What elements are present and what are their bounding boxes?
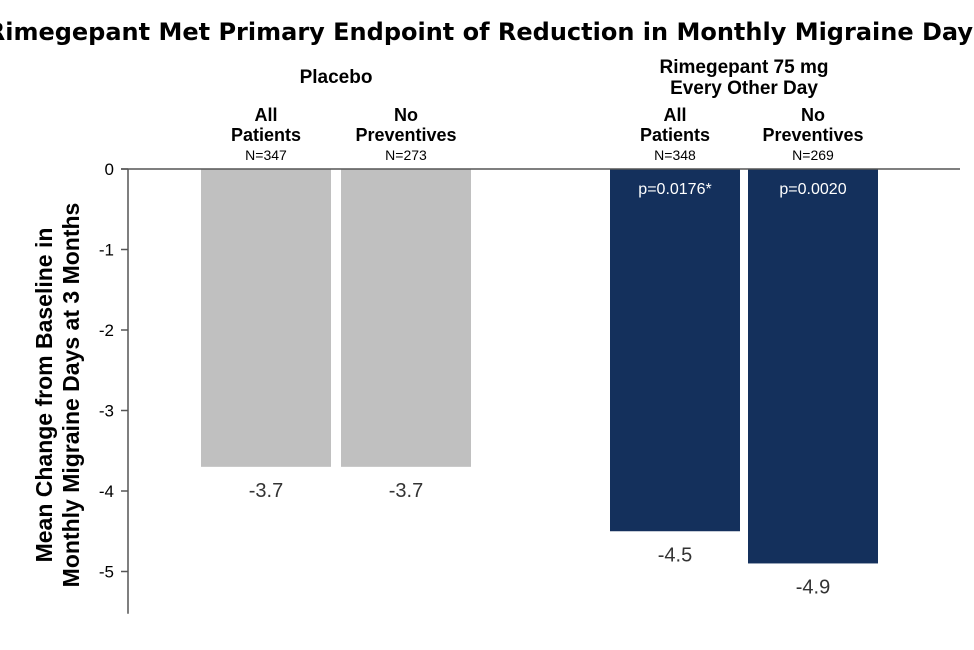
bar-p-value-label: p=0.0176* [638,181,711,198]
bar-n-label: N=273 [385,147,427,163]
bar-category-label: Patients [640,125,710,145]
y-tick-label: -2 [99,321,114,340]
bar-category-label: Patients [231,125,301,145]
y-tick-label: -3 [99,402,114,421]
y-tick-label: -1 [99,241,114,260]
bar-n-label: N=269 [792,147,834,163]
bar-category-label: No [801,105,825,125]
y-tick-label: -5 [99,563,114,582]
y-axis-title-line-2: Monthly Migraine Days at 3 Months [58,203,84,588]
bar-n-label: N=348 [654,147,696,163]
bar-category-label: Preventives [355,125,456,145]
plot-area: 0-1-2-3-4-5PlaceboAllPatientsN=347-3.7No… [99,57,960,614]
y-tick-label: -4 [99,482,114,501]
bar-n-label: N=347 [245,147,287,163]
y-axis-title: Mean Change from Baseline in Monthly Mig… [31,203,84,588]
y-axis-title-line-1: Mean Change from Baseline in [31,228,57,563]
y-tick-label: 0 [105,160,114,179]
bar-value-label: -4.9 [796,576,830,598]
bar-category-label: All [663,105,686,125]
bar-value-label: -4.5 [658,544,692,566]
group-label: Rimegepant 75 mg [660,57,829,78]
bar-value-label: -3.7 [249,480,283,502]
bar-category-label: All [254,105,277,125]
bar-category-label: Preventives [762,125,863,145]
bar [610,169,740,532]
bar [748,169,878,564]
chart-title: Rimegepant Met Primary Endpoint of Reduc… [0,18,974,46]
bar-value-label: -3.7 [389,480,423,502]
group-label: Placebo [300,67,373,88]
bar-p-value-label: p=0.0020 [779,181,846,198]
group-label: Every Other Day [670,78,818,99]
bar [341,169,471,467]
bar-category-label: No [394,105,418,125]
bar [201,169,331,467]
